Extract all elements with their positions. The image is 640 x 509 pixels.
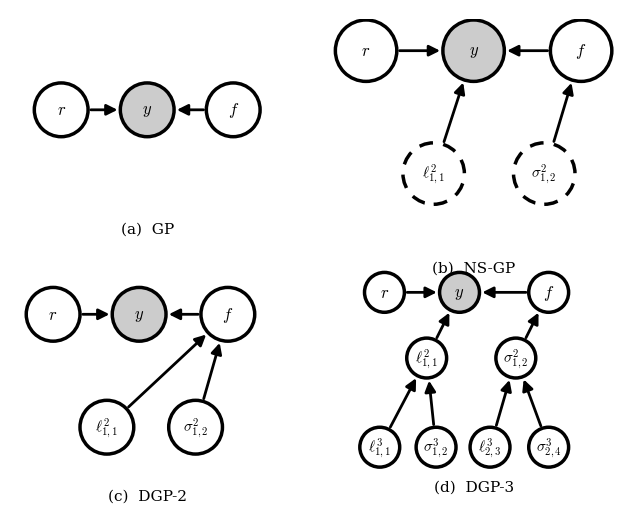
Circle shape — [407, 338, 447, 378]
Circle shape — [529, 428, 568, 467]
Circle shape — [443, 21, 504, 82]
Text: $r$: $r$ — [362, 43, 371, 60]
Text: $\sigma_{1,2}^{2}$: $\sigma_{1,2}^{2}$ — [531, 162, 557, 186]
Text: (c)  DGP-2: (c) DGP-2 — [108, 489, 187, 502]
Text: $y$: $y$ — [468, 43, 479, 60]
Circle shape — [550, 21, 612, 82]
Text: (b)  NS-GP: (b) NS-GP — [432, 262, 515, 275]
Text: $\sigma_{1,2}^{2}$: $\sigma_{1,2}^{2}$ — [183, 415, 209, 439]
Text: (d)  DGP-3: (d) DGP-3 — [433, 480, 514, 494]
Text: $\ell_{1,1}^{2}$: $\ell_{1,1}^{2}$ — [415, 347, 438, 370]
Text: $\sigma_{1,2}^{2}$: $\sigma_{1,2}^{2}$ — [503, 347, 529, 370]
Text: (a)  GP: (a) GP — [120, 223, 174, 237]
Text: $\ell_{1,1}^{2}$: $\ell_{1,1}^{2}$ — [422, 162, 445, 186]
Circle shape — [335, 21, 397, 82]
Text: $\ell_{1,1}^{2}$: $\ell_{1,1}^{2}$ — [95, 415, 118, 439]
Circle shape — [169, 401, 223, 454]
Circle shape — [365, 273, 404, 313]
Circle shape — [360, 428, 400, 467]
Text: $f$: $f$ — [222, 305, 234, 324]
Circle shape — [80, 401, 134, 454]
Circle shape — [513, 144, 575, 205]
Text: $\sigma_{2,4}^{3}$: $\sigma_{2,4}^{3}$ — [536, 436, 562, 459]
Text: $r$: $r$ — [380, 285, 389, 301]
Circle shape — [529, 273, 568, 313]
Circle shape — [112, 288, 166, 342]
Text: $y$: $y$ — [142, 102, 152, 119]
Circle shape — [201, 288, 255, 342]
Circle shape — [206, 84, 260, 137]
Circle shape — [403, 144, 465, 205]
Circle shape — [120, 84, 174, 137]
Text: $\ell_{1,1}^{3}$: $\ell_{1,1}^{3}$ — [368, 436, 391, 459]
Circle shape — [26, 288, 80, 342]
Circle shape — [496, 338, 536, 378]
Text: $r$: $r$ — [56, 102, 66, 119]
Text: $f$: $f$ — [228, 101, 239, 120]
Text: $\ell_{2,3}^{3}$: $\ell_{2,3}^{3}$ — [478, 436, 502, 459]
Text: $f$: $f$ — [575, 42, 587, 61]
Circle shape — [35, 84, 88, 137]
Circle shape — [470, 428, 510, 467]
Text: $y$: $y$ — [134, 306, 144, 323]
Text: $\sigma_{1,2}^{3}$: $\sigma_{1,2}^{3}$ — [423, 436, 449, 459]
Circle shape — [440, 273, 479, 313]
Text: $y$: $y$ — [454, 285, 465, 301]
Text: $f$: $f$ — [543, 284, 554, 302]
Circle shape — [416, 428, 456, 467]
Text: $r$: $r$ — [49, 306, 58, 323]
